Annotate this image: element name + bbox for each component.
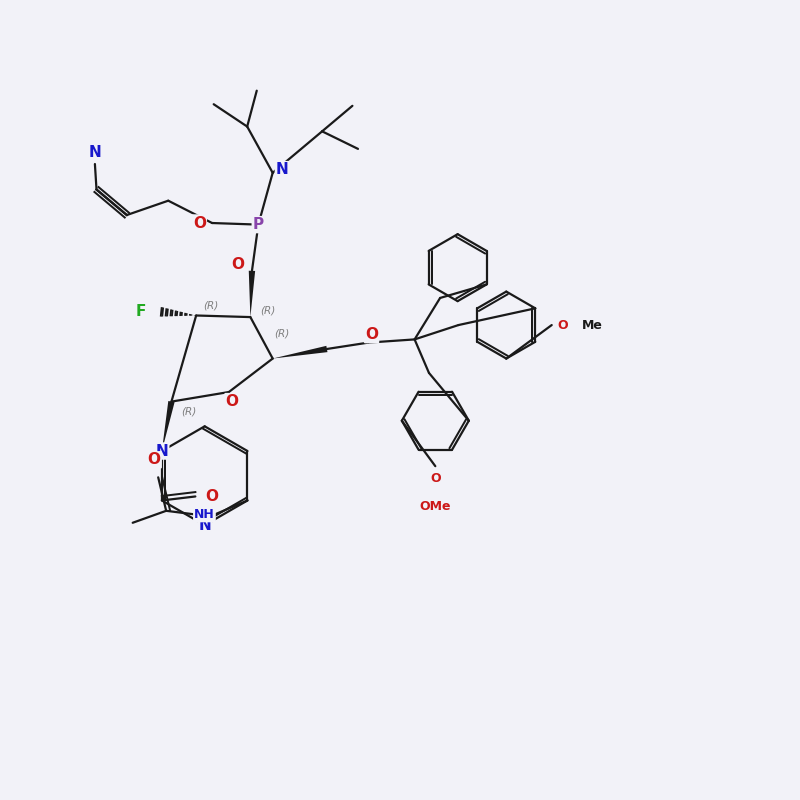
Polygon shape [162,401,174,451]
Text: NH: NH [194,508,215,522]
Text: N: N [155,443,168,458]
Text: O: O [148,452,161,467]
Text: F: F [135,304,146,319]
Polygon shape [249,270,255,317]
Text: O: O [205,489,218,504]
Text: O: O [430,473,441,486]
Text: N: N [198,518,211,533]
Text: O: O [193,215,206,230]
Text: O: O [226,394,238,409]
Text: N: N [89,146,102,160]
Text: O: O [365,327,378,342]
Text: (R): (R) [182,406,197,416]
Text: OMe: OMe [419,500,451,513]
Text: (R): (R) [260,306,275,316]
Text: N: N [276,162,289,177]
Text: (R): (R) [274,328,290,338]
Polygon shape [273,346,327,358]
Text: P: P [253,217,264,232]
Text: (R): (R) [203,301,218,311]
Text: Me: Me [582,318,603,331]
Text: O: O [231,257,244,272]
Text: O: O [558,318,568,331]
